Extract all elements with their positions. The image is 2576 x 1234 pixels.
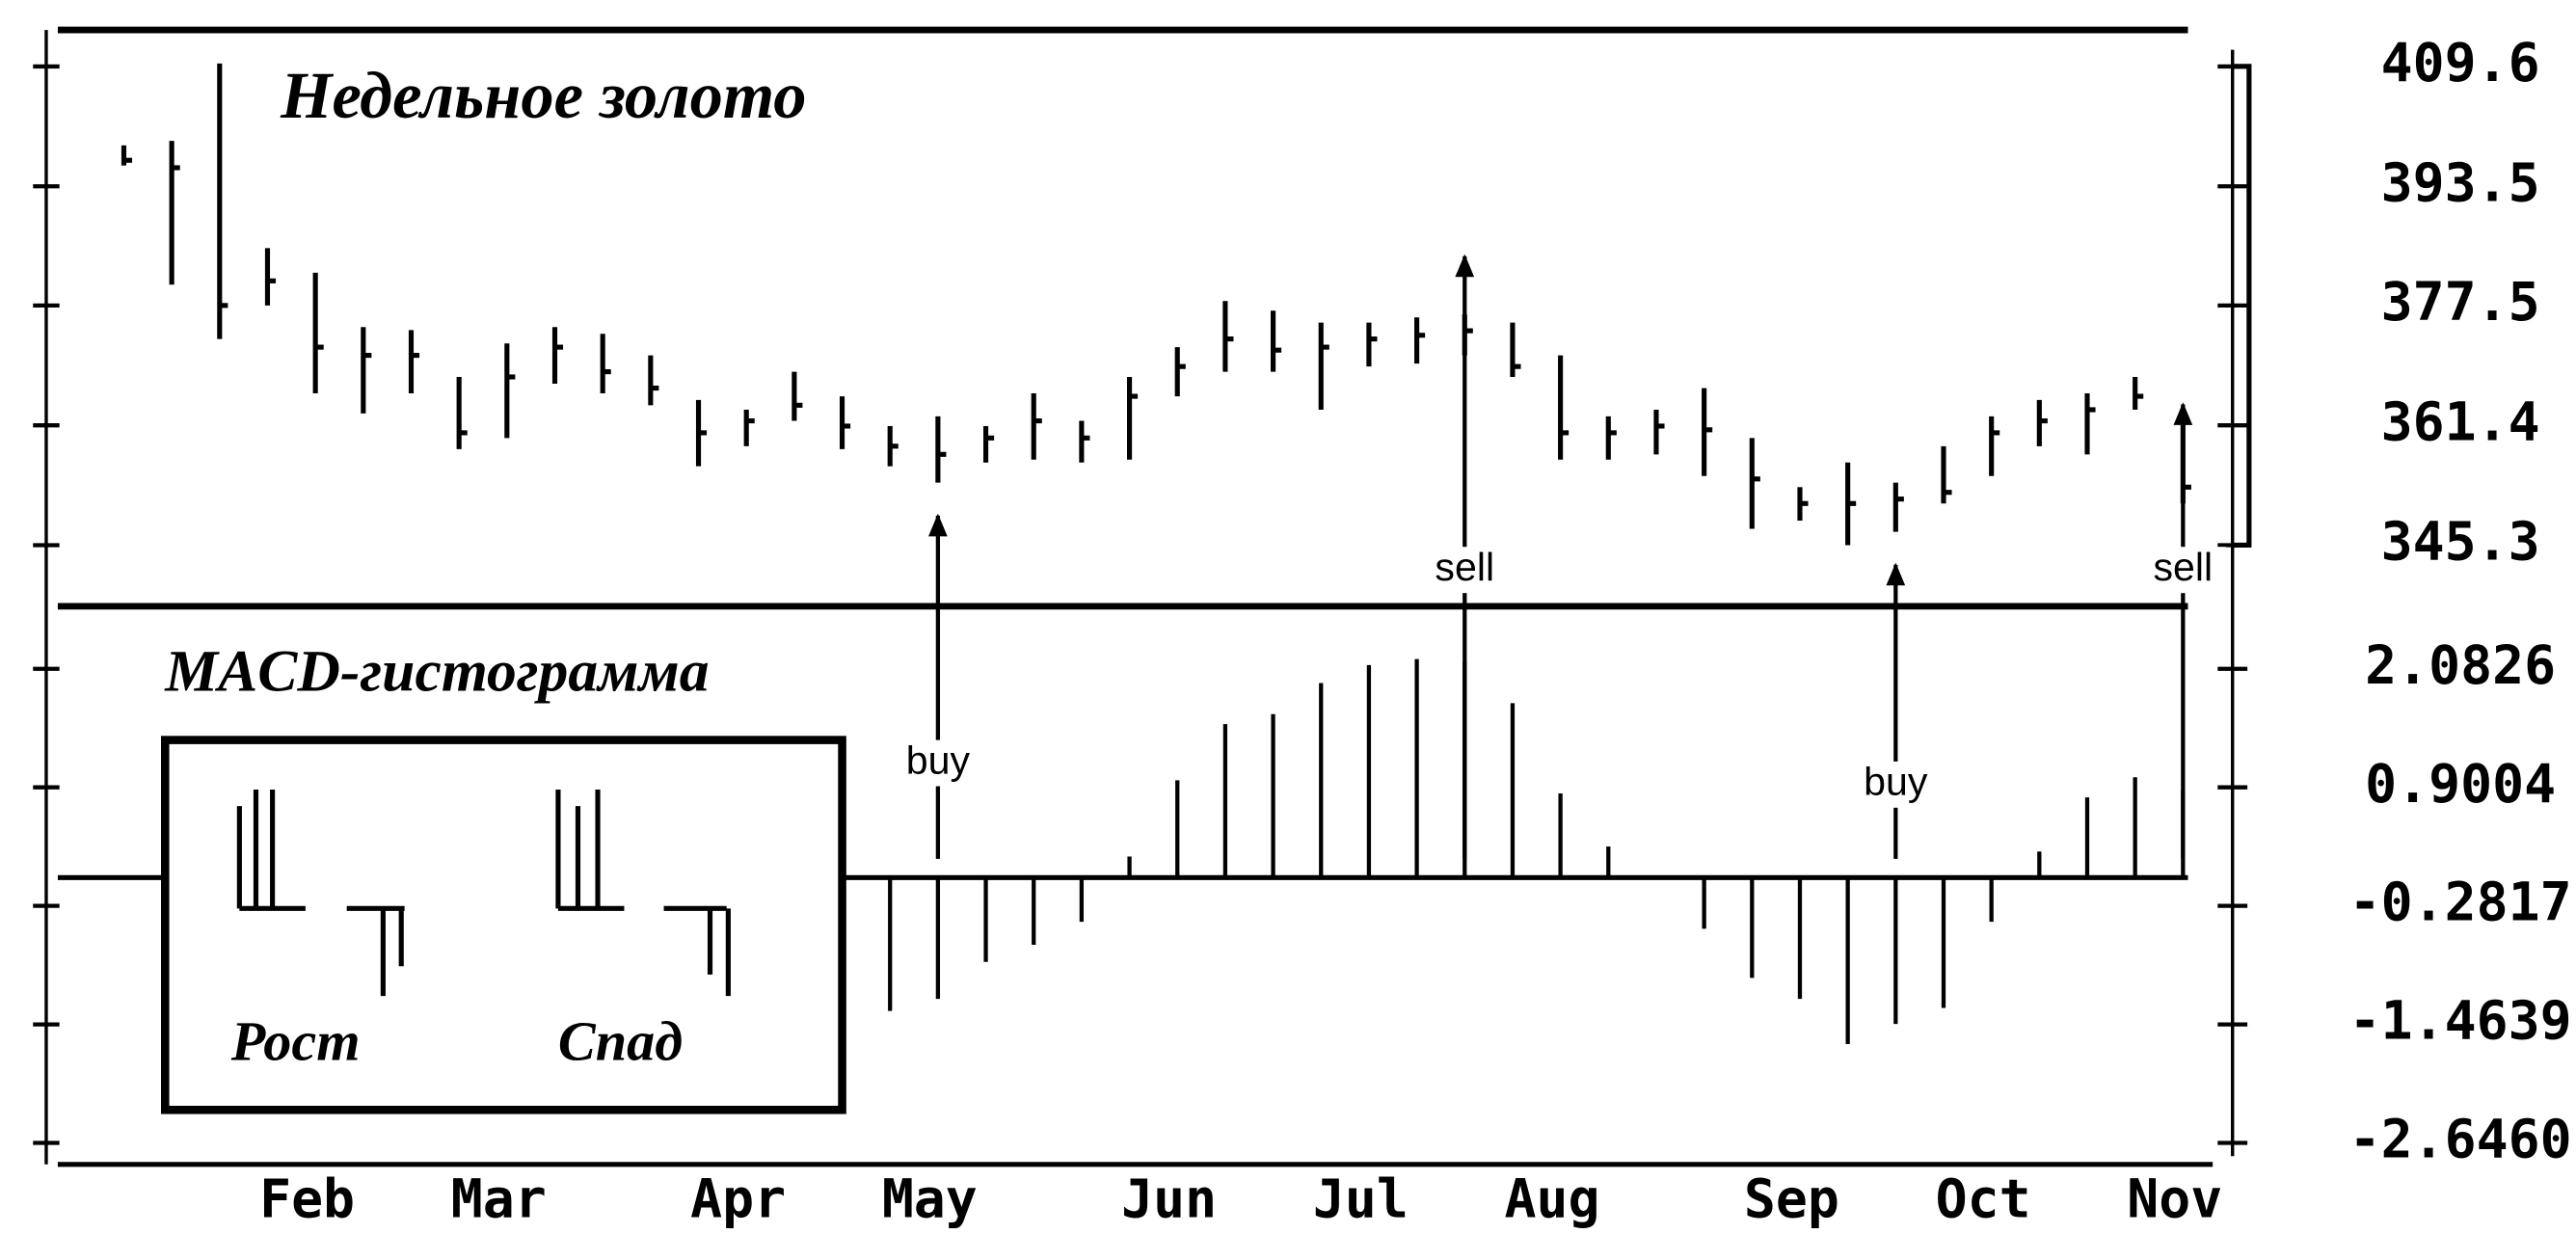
x-tick-label: Nov: [2127, 1167, 2222, 1229]
y-tick-label: 0.9004: [2365, 753, 2556, 815]
signal-label: buy: [1864, 760, 1928, 804]
legend-glyph-rise: [236, 789, 405, 997]
y-tick-label: 2.0826: [2365, 634, 2556, 696]
x-tick-label: Jun: [1121, 1167, 1217, 1229]
signal-label: sell: [2154, 545, 2214, 589]
signal-label: buy: [906, 738, 971, 782]
x-tick-label: Jul: [1313, 1167, 1409, 1229]
signal-arrowhead: [2173, 402, 2193, 425]
x-tick-label: Sep: [1744, 1167, 1839, 1229]
signal-label-bg: [1421, 547, 1508, 594]
legend-label: Рост: [230, 1010, 361, 1073]
y-tick-label: 345.3: [2381, 511, 2540, 573]
x-tick-label: Mar: [451, 1167, 547, 1229]
x-tick-label: Aug: [1505, 1167, 1600, 1229]
x-tick-label: Oct: [1936, 1167, 2031, 1229]
signal-label-bg: [2139, 547, 2226, 594]
signal-arrowhead: [928, 513, 948, 537]
legend: Рост Спад: [161, 736, 846, 1114]
y-tick-label: -2.6460: [2349, 1109, 2572, 1170]
x-tick-label: Apr: [690, 1167, 786, 1229]
signal-arrowhead: [1886, 562, 1906, 586]
macd-title: MACD-гистограмма: [164, 639, 709, 705]
signal-arrowhead: [1455, 254, 1475, 278]
x-tick-label: May: [882, 1167, 978, 1229]
signal-label-bg: [1852, 761, 1939, 808]
y-tick-label: 361.4: [2381, 390, 2540, 452]
y-tick-label: 377.5: [2381, 271, 2540, 333]
signal-label: sell: [1435, 545, 1494, 589]
y-tick-label: -1.4639: [2349, 990, 2572, 1052]
y-tick-label: 409.6: [2381, 32, 2540, 94]
price-title: Недельное золото: [280, 59, 806, 132]
legend-glyph-fall: [555, 789, 731, 997]
signal-label-bg: [895, 739, 981, 787]
legend-label: Спад: [558, 1010, 683, 1073]
y-tick-label: -0.2817: [2349, 872, 2572, 933]
y-tick-label: 393.5: [2381, 151, 2540, 213]
x-tick-label: Feb: [259, 1167, 355, 1229]
